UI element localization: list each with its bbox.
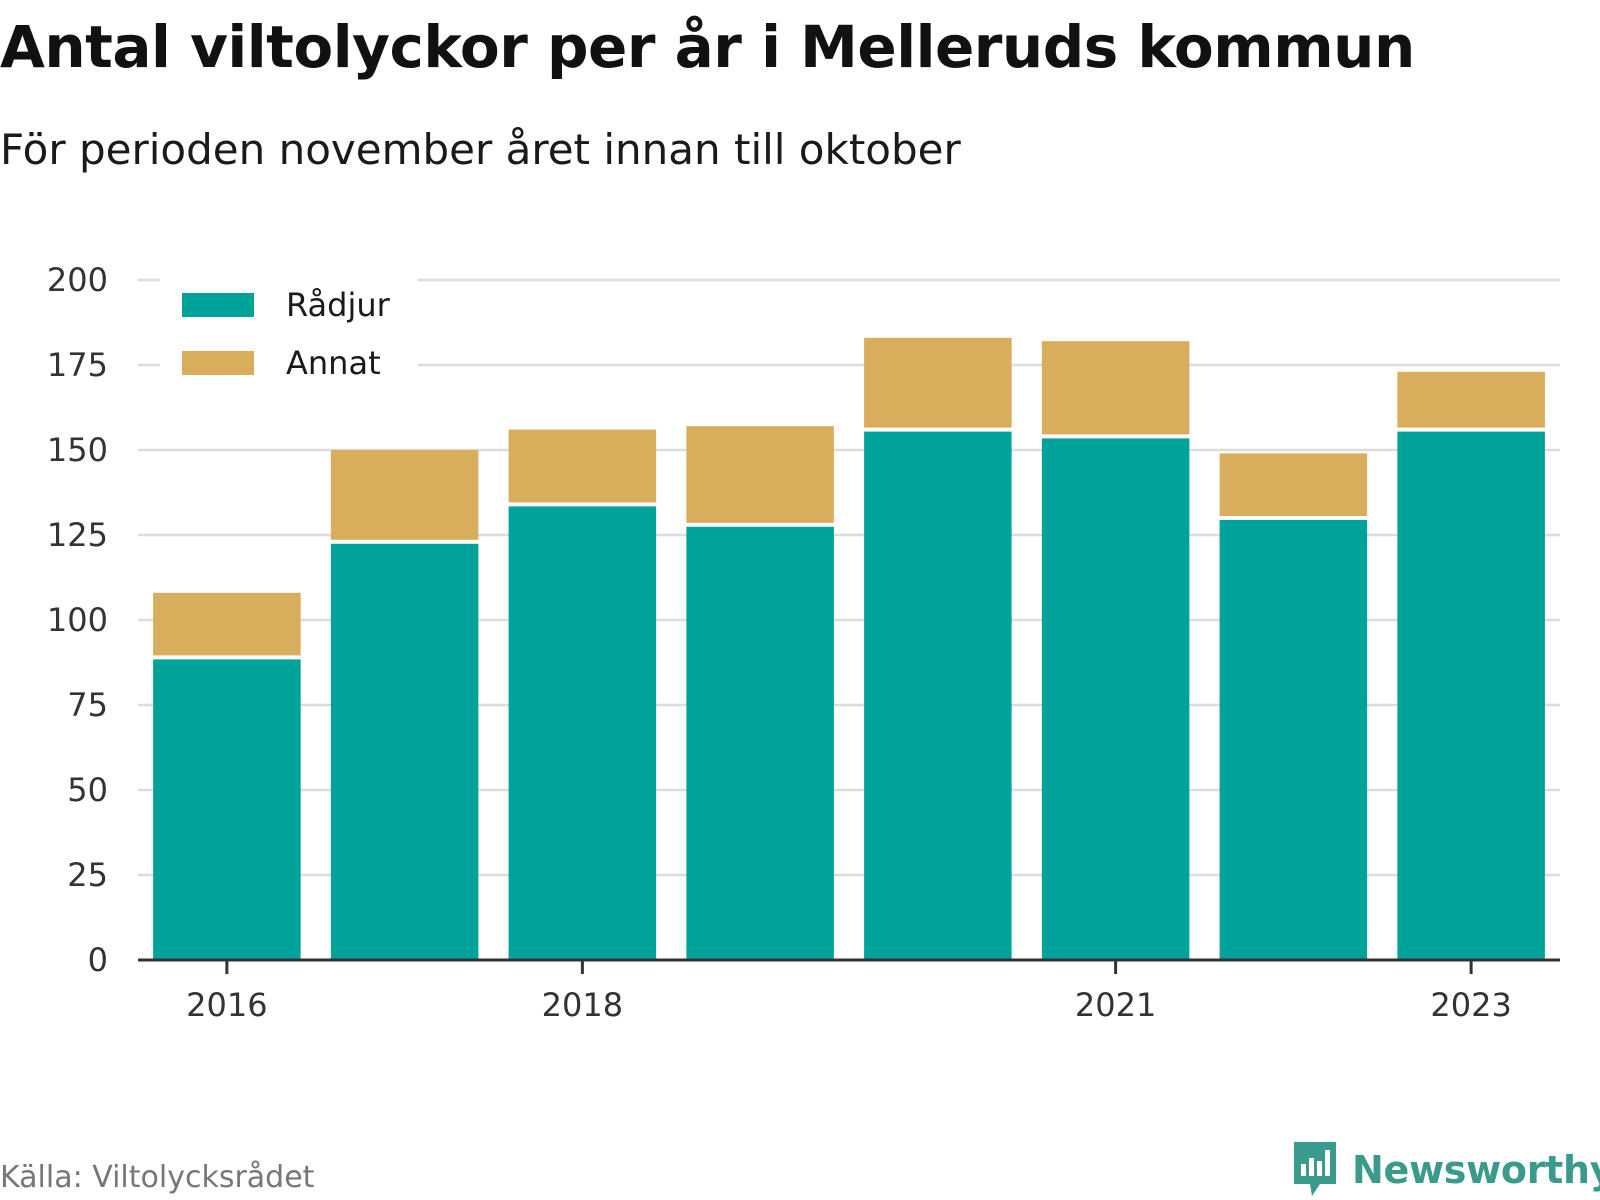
x-tick-label: 2016 (186, 986, 267, 1024)
y-tick-label: 125 (47, 516, 108, 554)
bar-annat (1397, 371, 1545, 428)
bar-annat (864, 337, 1012, 428)
legend-swatch-annat (182, 351, 254, 375)
source-note: Källa: Viltolycksrådet (0, 1160, 315, 1195)
y-tick-label: 50 (67, 771, 108, 809)
stacked-bar-chart: 0 25 50 75 100 125 150 175 200 2016 2018 2021 2023 Rå… (47, 261, 1560, 1024)
chart-title: Antal viltolyckor per år i Melleruds kom… (0, 13, 1415, 81)
y-tick-label: 150 (47, 431, 108, 469)
brand-name: Newsworthy (1352, 1148, 1600, 1192)
x-tick-label: 2023 (1430, 986, 1511, 1024)
bar-radjur (153, 659, 301, 960)
chart-subtitle: För perioden november året innan till ok… (0, 125, 961, 174)
y-tick-label: 75 (67, 686, 108, 724)
bar-radjur (330, 543, 479, 960)
brand-logo: Newsworthy (1290, 1140, 1600, 1200)
legend-swatch-radjur (182, 293, 254, 317)
bar-annat (686, 426, 834, 523)
y-tick-label: 175 (47, 346, 108, 384)
x-tick-label: 2018 (542, 986, 623, 1024)
bar-annat (1219, 453, 1368, 516)
bar-annat (330, 450, 479, 540)
bar-radjur (508, 506, 657, 960)
newsworthy-logo-icon (1294, 1142, 1336, 1196)
bar-annat (1041, 341, 1190, 435)
bar-radjur (686, 526, 834, 960)
bar-radjur (1219, 520, 1368, 960)
x-tick-label: 2021 (1075, 986, 1156, 1024)
bar-annat (508, 429, 657, 503)
legend-label-radjur: Rådjur (286, 286, 391, 324)
bar-annat (153, 592, 301, 656)
y-tick-label: 200 (47, 261, 108, 299)
bar-radjur (1041, 438, 1190, 960)
y-tick-label: 100 (47, 601, 108, 639)
bar-radjur (864, 431, 1012, 961)
bar-radjur (1397, 431, 1545, 961)
y-tick-label: 0 (88, 941, 108, 979)
legend-label-annat: Annat (286, 344, 381, 382)
y-tick-label: 25 (67, 856, 108, 894)
